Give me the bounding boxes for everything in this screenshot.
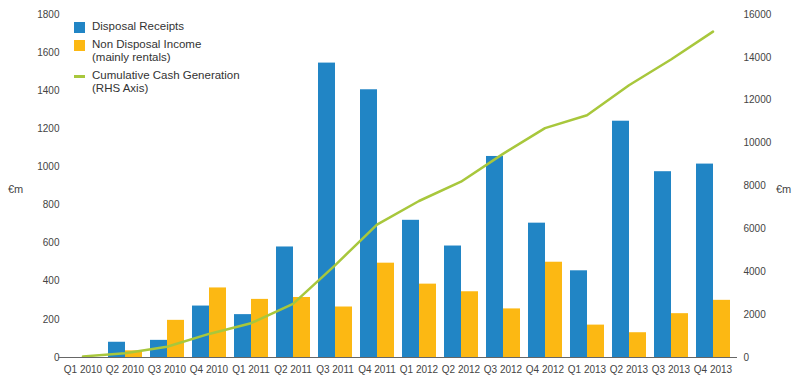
svg-text:Q2 2012: Q2 2012 <box>442 364 481 375</box>
svg-text:4000: 4000 <box>744 266 767 277</box>
svg-text:1200: 1200 <box>37 123 60 134</box>
svg-text:Q3 2010: Q3 2010 <box>148 364 187 375</box>
svg-text:Q3 2011: Q3 2011 <box>316 364 354 375</box>
svg-text:12000: 12000 <box>744 94 772 105</box>
svg-text:Q2 2010: Q2 2010 <box>106 364 145 375</box>
svg-text:Q1 2012: Q1 2012 <box>400 364 439 375</box>
svg-text:800: 800 <box>43 199 60 210</box>
html-text:€m: €m <box>776 183 792 195</box>
svg-text:Q4 2011: Q4 2011 <box>358 364 396 375</box>
html-text:Disposal Receipts: Disposal Receipts <box>92 20 184 32</box>
svg-text:0: 0 <box>54 352 60 363</box>
svg-text:14000: 14000 <box>744 52 772 63</box>
svg-text:16000: 16000 <box>744 9 772 20</box>
svg-text:Q1 2011: Q1 2011 <box>232 364 270 375</box>
svg-text:Q4 2012: Q4 2012 <box>526 364 565 375</box>
html-text:€m: €m <box>8 183 24 195</box>
svg-text:1400: 1400 <box>37 85 60 96</box>
svg-text:Q3 2013: Q3 2013 <box>652 364 691 375</box>
svg-text:10000: 10000 <box>744 137 772 148</box>
svg-text:Q3 2012: Q3 2012 <box>484 364 523 375</box>
svg-text:Q4 2010: Q4 2010 <box>190 364 229 375</box>
svg-text:600: 600 <box>43 237 60 248</box>
svg-text:6000: 6000 <box>744 223 767 234</box>
svg-text:Q2 2011: Q2 2011 <box>274 364 312 375</box>
svg-text:400: 400 <box>43 275 60 286</box>
svg-text:2000: 2000 <box>744 309 767 320</box>
svg-text:Q1 2010: Q1 2010 <box>64 364 103 375</box>
svg-text:1000: 1000 <box>37 161 60 172</box>
html-text:Non Disposal Income (mainly re: Non Disposal Income (mainly rentals) <box>92 38 202 63</box>
svg-text:Q1 2013: Q1 2013 <box>568 364 607 375</box>
svg-text:8000: 8000 <box>744 180 767 191</box>
svg-text:Q2 2013: Q2 2013 <box>610 364 649 375</box>
svg-text:1800: 1800 <box>37 9 60 20</box>
svg-text:1600: 1600 <box>37 47 60 58</box>
html-text:Cumulative Cash Generation (RH: Cumulative Cash Generation (RHS Axis) <box>92 69 240 94</box>
svg-text:Q4 2013: Q4 2013 <box>694 364 733 375</box>
svg-text:0: 0 <box>744 352 750 363</box>
svg-text:200: 200 <box>43 314 60 325</box>
